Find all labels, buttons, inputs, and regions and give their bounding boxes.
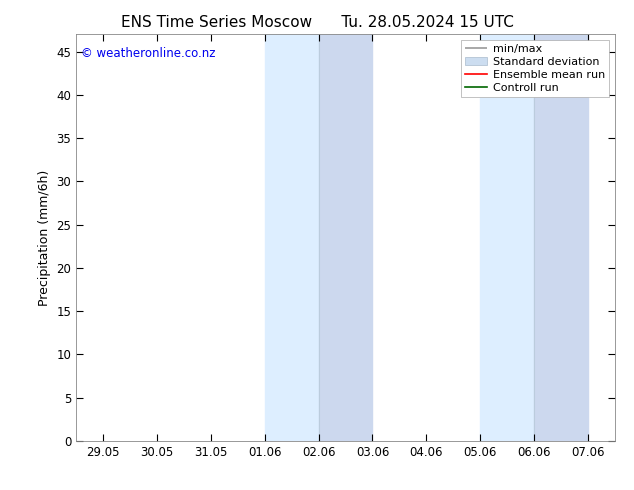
Text: ENS Time Series Moscow      Tu. 28.05.2024 15 UTC: ENS Time Series Moscow Tu. 28.05.2024 15…	[120, 15, 514, 30]
Legend: min/max, Standard deviation, Ensemble mean run, Controll run: min/max, Standard deviation, Ensemble me…	[460, 40, 609, 97]
Bar	[534, 34, 588, 441]
Text: © weatheronline.co.nz: © weatheronline.co.nz	[81, 47, 216, 59]
Bar	[319, 34, 373, 441]
Bar	[265, 34, 319, 441]
Y-axis label: Precipitation (mm/6h): Precipitation (mm/6h)	[38, 170, 51, 306]
Bar	[481, 34, 534, 441]
